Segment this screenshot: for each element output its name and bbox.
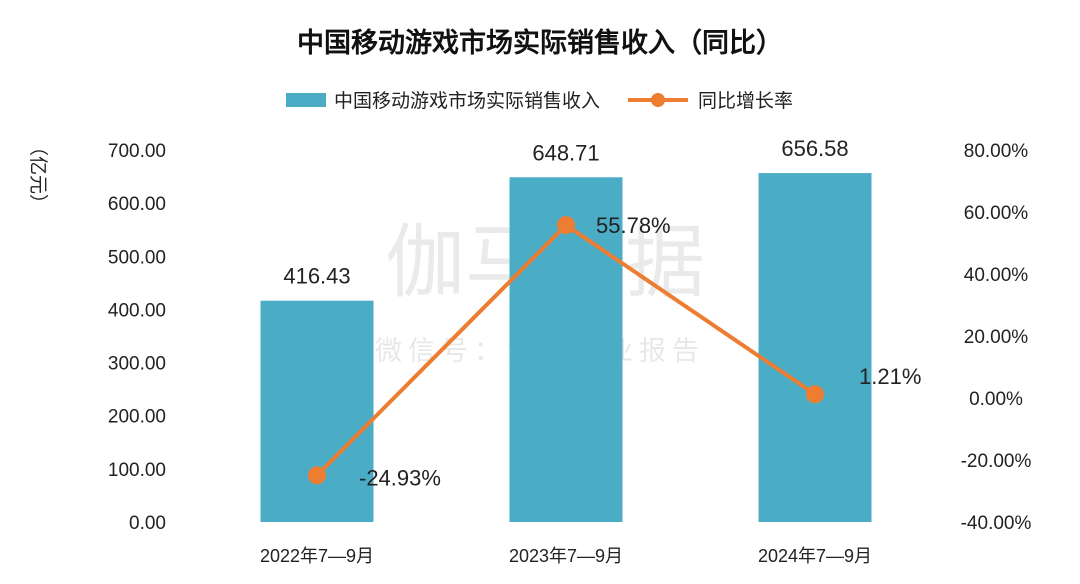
bar bbox=[758, 173, 872, 522]
growth-point bbox=[557, 216, 575, 235]
growth-point bbox=[308, 466, 326, 485]
line-data-labels: -24.93% 55.78% 1.21% bbox=[359, 213, 921, 490]
left-tick-label: 500.00 bbox=[108, 247, 166, 268]
left-tick-label: 700.00 bbox=[108, 141, 166, 162]
left-tick-label: 300.00 bbox=[108, 354, 166, 375]
growth-value-label: 55.78% bbox=[596, 213, 671, 238]
growth-value-label: 1.21% bbox=[859, 364, 921, 389]
bar-value-label: 648.71 bbox=[532, 140, 599, 165]
growth-point bbox=[806, 385, 824, 404]
category-labels: 2022年7—9月 2023年7—9月 2024年7—9月 bbox=[260, 546, 872, 566]
left-tick-label: 200.00 bbox=[108, 407, 166, 428]
right-tick-label: -20.00% bbox=[961, 451, 1032, 472]
legend-label-bar: 中国移动游戏市场实际销售收入 bbox=[334, 90, 600, 112]
y-axis-label: （亿元） bbox=[27, 137, 49, 213]
left-tick-label: 400.00 bbox=[108, 300, 166, 321]
bar-value-label: 656.58 bbox=[781, 136, 848, 161]
legend-label-line: 同比增长率 bbox=[698, 90, 793, 112]
bar-data-labels: 416.43 648.71 656.58 bbox=[283, 136, 848, 289]
legend-swatch-bar bbox=[286, 93, 326, 107]
category-label: 2022年7—9月 bbox=[260, 546, 374, 566]
right-tick-label: 60.00% bbox=[964, 203, 1029, 224]
left-tick-label: 100.00 bbox=[108, 460, 166, 481]
growth-value-label: -24.93% bbox=[359, 465, 441, 490]
bar bbox=[509, 177, 623, 523]
legend: 中国移动游戏市场实际销售收入 同比增长率 bbox=[286, 90, 793, 112]
line-series bbox=[308, 216, 824, 485]
right-tick-label: 0.00% bbox=[969, 389, 1023, 410]
bar-value-label: 416.43 bbox=[283, 264, 350, 289]
bar-series bbox=[260, 173, 872, 523]
bar bbox=[260, 300, 374, 522]
left-axis-ticks: 0.00 100.00 200.00 300.00 400.00 500.00 600.00… bbox=[108, 141, 166, 534]
category-label: 2023年7—9月 bbox=[509, 546, 623, 566]
right-tick-label: -40.00% bbox=[961, 513, 1032, 534]
left-tick-label: 0.00 bbox=[129, 513, 166, 534]
right-tick-label: 20.00% bbox=[964, 327, 1029, 348]
right-tick-label: 80.00% bbox=[964, 141, 1029, 162]
right-axis-ticks: -40.00% -20.00% 0.00% 20.00% 40.00% 60.00% 80.… bbox=[961, 141, 1032, 534]
left-tick-label: 600.00 bbox=[108, 194, 166, 215]
right-tick-label: 40.00% bbox=[964, 265, 1029, 286]
chart-title: 中国移动游戏市场实际销售收入（同比） bbox=[297, 27, 783, 59]
legend-swatch-marker bbox=[651, 93, 665, 107]
category-label: 2024年7—9月 bbox=[758, 546, 872, 566]
